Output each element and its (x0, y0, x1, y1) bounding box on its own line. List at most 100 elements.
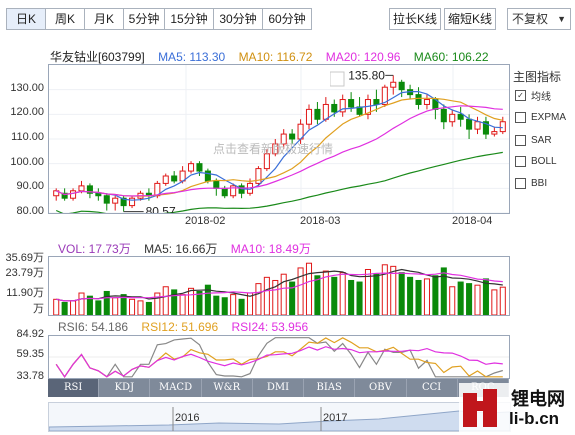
candle (120, 197, 127, 207)
indicator-option-1[interactable]: EXPMA (515, 112, 566, 123)
indicator-tab-bias[interactable]: BIAS (304, 379, 356, 397)
candle (339, 99, 346, 113)
side-panel-title: 主图指标 (513, 70, 562, 84)
indicator-option-4[interactable]: BBI (515, 178, 547, 189)
range-label-2016: 2016 (175, 412, 200, 424)
indicator-tab-rsi[interactable]: RSI (48, 379, 100, 397)
rsi-axis-label-0: 84.92 (16, 328, 44, 340)
candle (482, 121, 489, 135)
candle (263, 153, 270, 170)
volume-bar (407, 276, 414, 316)
range-bar[interactable]: 2016 2017 (48, 402, 511, 432)
rsi-axis-label-1: 59.35 (16, 348, 44, 360)
volume-axis-label-1: 23.79万 (5, 267, 44, 279)
adjust-select[interactable]: 不复权 ▼ (507, 8, 571, 30)
rsi-panel[interactable] (48, 335, 510, 379)
checkbox-checked-icon[interactable]: ✓ (515, 90, 526, 101)
checkbox-icon[interactable] (515, 112, 526, 123)
period-tab-6[interactable]: 60分钟 (263, 8, 312, 30)
indicator-option-0[interactable]: ✓ 均线 (515, 88, 551, 103)
volume-bar (137, 300, 144, 316)
volume-bar (314, 275, 321, 316)
stretch-kline-button[interactable]: 拉长K线 (389, 8, 441, 30)
volume-panel[interactable] (48, 256, 510, 316)
candle (449, 113, 456, 123)
ma20-line (55, 105, 503, 197)
candle (255, 168, 262, 184)
indicator-option-label: EXPMA (531, 112, 567, 123)
candle (440, 108, 447, 123)
checkbox-icon[interactable] (515, 156, 526, 167)
rsi-axis-label-2: 33.78 (16, 370, 44, 382)
volume-bar (112, 297, 119, 316)
vol-ma5-line (56, 268, 503, 302)
candle (499, 121, 506, 133)
candle (314, 108, 321, 120)
indicator-tab-cci[interactable]: CCI (407, 379, 458, 397)
volume-bar (196, 290, 203, 316)
indicator-option-2[interactable]: SAR (515, 135, 552, 146)
period-tab-4[interactable]: 15分钟 (165, 8, 214, 30)
volume-bar (238, 298, 245, 316)
volume-bar (129, 298, 136, 316)
period-tab-5[interactable]: 30分钟 (214, 8, 263, 30)
volume-bar (432, 275, 439, 316)
kline-panel[interactable]: 135.80 80.57 (48, 64, 510, 219)
indicator-tab-kdj[interactable]: KDJ (99, 379, 151, 397)
candle (103, 195, 110, 204)
candle (188, 163, 195, 172)
volume-bar (70, 300, 77, 316)
candle (474, 121, 481, 130)
indicator-tab-macd[interactable]: MACD (150, 379, 202, 397)
volume-bar (297, 267, 304, 316)
adjust-select-value: 不复权 (512, 12, 549, 26)
volume-bar (188, 287, 195, 316)
volume-bar (331, 276, 338, 316)
indicator-tab-obv[interactable]: OBV (355, 379, 407, 397)
shrink-kline-button[interactable]: 缩短K线 (444, 8, 496, 30)
candle (322, 103, 329, 120)
volume-bar (482, 278, 489, 316)
period-tab-2[interactable]: 月K (85, 8, 124, 30)
candle (78, 185, 85, 192)
volume-bar (78, 292, 85, 316)
indicator-option-3[interactable]: BOLL (515, 156, 557, 167)
volume-axis-label-0: 35.69万 (5, 252, 44, 264)
vol-ma5: MA5: 16.66万 (144, 242, 218, 256)
candle (112, 197, 119, 204)
candle (213, 180, 220, 189)
candle (95, 192, 102, 197)
indicator-option-label: SAR (531, 135, 552, 146)
volume-legend: VOL: 17.73万 MA5: 16.66万 MA10: 18.49万 (58, 240, 311, 257)
period-tabs: 日K 周K 月K 5分钟 15分钟 30分钟 60分钟 (6, 8, 312, 30)
candle (331, 103, 338, 113)
indicator-option-label: BOLL (531, 156, 557, 167)
rsi24-line (55, 346, 503, 378)
volume-chart (53, 262, 506, 316)
price-axis-label-4: 90.00 (16, 180, 44, 193)
volume-bar (398, 272, 405, 316)
period-tab-3[interactable]: 5分钟 (124, 8, 165, 30)
watermark[interactable]: 点击查看新版极速行情 (213, 142, 334, 156)
candle (221, 187, 228, 197)
volume-axis-label-3: 万 (33, 303, 44, 315)
indicator-tab-wr[interactable]: W&R (202, 379, 253, 397)
candle (381, 86, 388, 105)
checkbox-icon[interactable] (515, 135, 526, 146)
ma-legend: 华友钴业[603799] MA5: 113.30 MA10: 116.72 MA… (50, 48, 499, 65)
indicator-tab-dmi[interactable]: DMI (253, 379, 305, 397)
candle (466, 118, 473, 130)
candle (491, 131, 498, 135)
volume-bar (171, 289, 178, 316)
candle (129, 197, 136, 207)
volume-bar (230, 294, 237, 316)
candle (457, 113, 464, 120)
volume-bar (263, 276, 270, 316)
vol-ma10-line (56, 272, 503, 302)
period-tab-1[interactable]: 周K (46, 8, 85, 30)
vol-value: VOL: 17.73万 (58, 242, 131, 256)
period-tab-0[interactable]: 日K (6, 8, 46, 30)
checkbox-icon[interactable] (515, 178, 526, 189)
candle (86, 185, 93, 194)
